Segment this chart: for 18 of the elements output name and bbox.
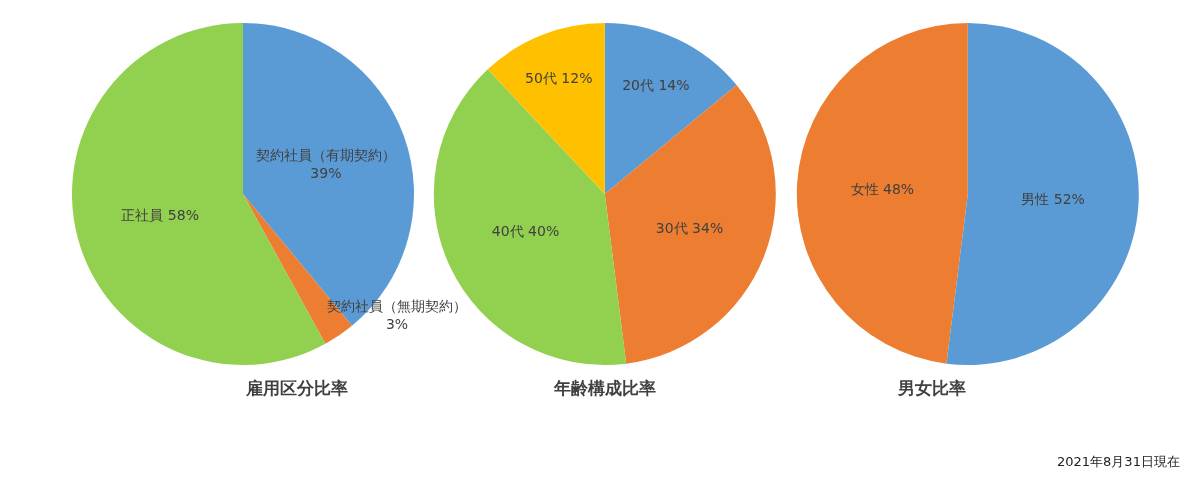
slice-label: 40代 40% <box>491 223 560 240</box>
text: 年齢構成比率 <box>553 378 656 398</box>
pie-slice <box>604 22 737 194</box>
slice-label: 30代 34% <box>655 219 724 236</box>
pie-slice <box>797 22 968 364</box>
slice-label: 女性 48% <box>850 180 915 197</box>
data-label: 3% <box>385 316 409 333</box>
text: 男女比率 <box>897 378 966 398</box>
slice-label: 男性 52% <box>1021 191 1085 208</box>
text: 2021年8月31日現在 <box>1057 454 1180 469</box>
slice-label: 正社員 58% <box>121 207 199 224</box>
text: 雇用区分比率 <box>245 378 348 398</box>
slice-label: 契約社員（有期契約） <box>255 147 396 164</box>
slice-label: 20代 14% <box>622 77 690 94</box>
slice-label: 50代 12% <box>525 69 593 86</box>
pie-slice <box>946 22 1139 365</box>
pie-slice <box>487 22 605 194</box>
data-label: 39% <box>310 165 342 182</box>
